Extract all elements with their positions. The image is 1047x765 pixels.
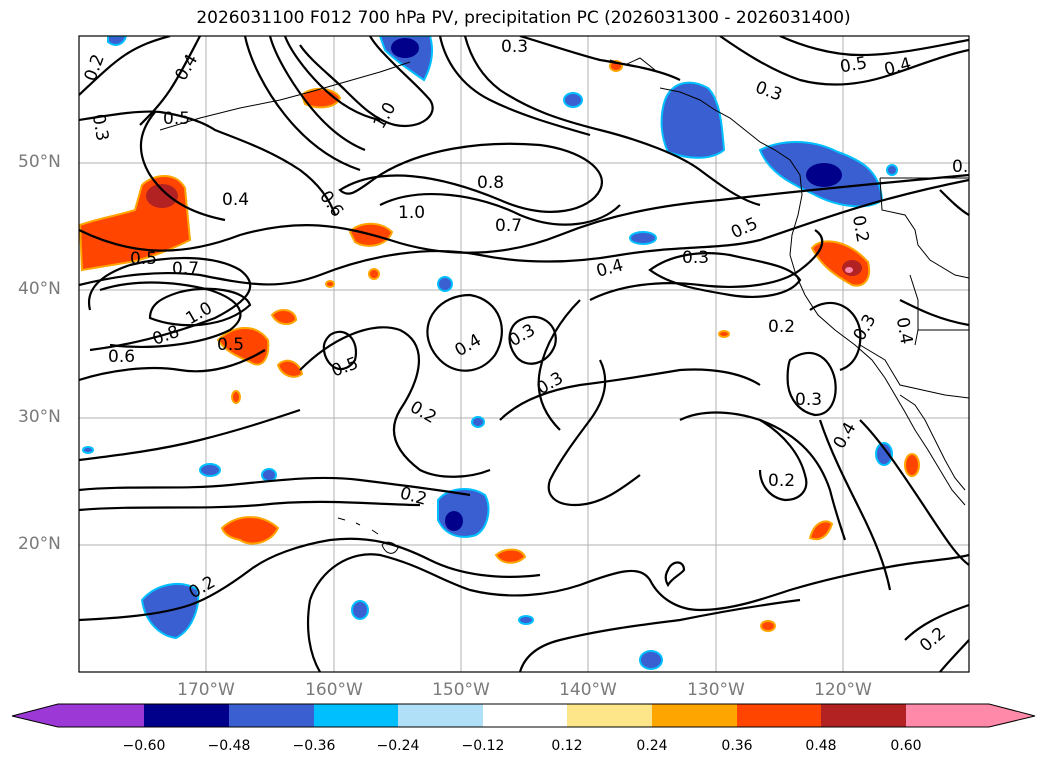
coastlines	[159, 57, 969, 554]
colorbar-segment	[652, 704, 737, 727]
pv-contours	[79, 36, 969, 672]
contour-label: 0.6	[108, 347, 135, 367]
contour-label: 0.3	[682, 248, 709, 268]
map-title: 2026031100 F012 700 hPa PV, precipitatio…	[196, 8, 851, 28]
colorbar-tick: 0.48	[805, 738, 837, 754]
colorbar-segment	[483, 704, 567, 727]
contour-label: 1.0	[398, 203, 425, 223]
contour-label: 0.4	[222, 190, 249, 210]
lon-label: 140°W	[559, 680, 617, 700]
lat-label: 30°N	[18, 407, 61, 427]
colorbar-tick: −0.36	[292, 738, 336, 754]
lat-label: 50°N	[18, 152, 61, 172]
contour-label: 0.5	[163, 109, 190, 129]
colorbar-segment	[737, 704, 821, 727]
lat-label: 40°N	[18, 279, 61, 299]
colorbar-tick: 0.24	[636, 738, 668, 754]
contour-label: 0.3	[88, 113, 112, 143]
precip-positive-areas	[79, 60, 920, 632]
contour-label: 0.2	[848, 214, 872, 244]
contour-label: 0.3	[952, 157, 979, 177]
colorbar-extend-max	[989, 704, 1035, 727]
contour-label: 0.3	[795, 390, 822, 410]
colorbar-tick: 0.36	[721, 738, 753, 754]
colorbar-segment	[144, 704, 229, 727]
colorbar-segment	[314, 704, 398, 727]
lon-label: 130°W	[687, 680, 745, 700]
lat-label: 20°N	[18, 534, 61, 554]
colorbar-segment	[398, 704, 483, 727]
colorbar-tick: −0.60	[122, 738, 166, 754]
plot-frame	[78, 35, 970, 673]
plot-area	[79, 36, 969, 672]
contour-label: 0.8	[477, 173, 504, 193]
colorbar-outline	[11, 703, 1036, 728]
colorbar	[11, 703, 1036, 728]
lon-label: 170°W	[177, 680, 235, 700]
contour-label: 0.4	[892, 316, 916, 346]
contour-label: 0.2	[768, 317, 795, 337]
contour-label: 0.3	[501, 37, 528, 57]
contour-label: 0.5	[217, 335, 244, 355]
contour-label: 0.2	[768, 471, 795, 491]
lon-label: 150°W	[432, 680, 490, 700]
lon-label: 160°W	[305, 680, 363, 700]
contour-label: 0.7	[172, 259, 199, 279]
colorbar-segment	[229, 704, 314, 727]
colorbar-segment	[906, 704, 989, 727]
contour-label: 0.7	[495, 216, 522, 236]
colorbar-segment	[567, 704, 652, 727]
colorbar-tick: −0.48	[207, 738, 251, 754]
colorbar-extend-min	[12, 704, 58, 727]
colorbar-segment	[58, 704, 144, 727]
contour-label: 0.5	[838, 53, 868, 77]
colorbar-tick: −0.12	[461, 738, 505, 754]
colorbar-segment	[821, 704, 906, 727]
colorbar-tick: −0.24	[376, 738, 420, 754]
contour-label: 0.5	[130, 249, 157, 269]
lon-label: 120°W	[814, 680, 872, 700]
colorbar-tick: 0.12	[551, 738, 583, 754]
gridlines	[79, 36, 969, 672]
colorbar-tick: 0.60	[890, 738, 922, 754]
